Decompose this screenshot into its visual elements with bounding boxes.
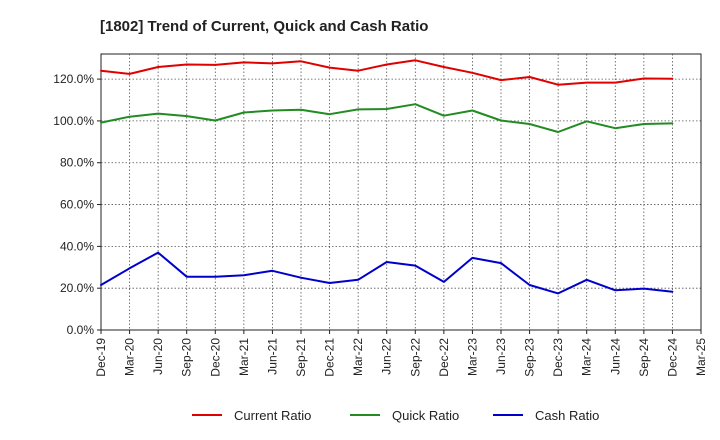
x-tick-label: Dec-21 bbox=[323, 338, 337, 377]
x-tick-label: Jun-23 bbox=[494, 338, 508, 375]
x-tick-label: Mar-20 bbox=[123, 338, 137, 376]
current-ratio-legend-label: Current Ratio bbox=[234, 408, 311, 423]
y-tick-label: 20.0% bbox=[60, 281, 94, 295]
y-tick-label: 0.0% bbox=[67, 323, 95, 337]
series-layer bbox=[100, 59, 674, 295]
grid-layer bbox=[101, 54, 701, 330]
x-tick-label: Mar-23 bbox=[465, 338, 479, 376]
quick-ratio-legend-label: Quick Ratio bbox=[392, 408, 459, 423]
current-ratio-series-line bbox=[100, 59, 674, 86]
cash-ratio-series-line bbox=[100, 251, 674, 295]
y-tick-label: 120.0% bbox=[53, 72, 94, 86]
x-tick-label: Dec-24 bbox=[665, 338, 679, 377]
x-tick-label: Sep-20 bbox=[180, 338, 194, 377]
x-tick-label: Mar-21 bbox=[237, 338, 251, 376]
x-tick-label: Jun-24 bbox=[608, 338, 622, 375]
y-tick-label: 100.0% bbox=[53, 114, 94, 128]
cash-ratio-legend-label: Cash Ratio bbox=[535, 408, 599, 423]
x-tick-label: Jun-22 bbox=[380, 338, 394, 375]
chart-title: [1802] Trend of Current, Quick and Cash … bbox=[100, 18, 428, 35]
x-tick-label: Sep-24 bbox=[637, 338, 651, 377]
x-tick-label: Dec-20 bbox=[208, 338, 222, 377]
axes-layer: 0.0% 20.0% 40.0% 60.0% 80.0% 100.0% 120.0% Dec-… bbox=[53, 53, 708, 377]
x-tick-label: Jun-21 bbox=[265, 338, 279, 375]
x-tick-label: Dec-23 bbox=[551, 338, 565, 377]
x-tick-label: Jun-20 bbox=[151, 338, 165, 375]
x-tick-label: Sep-22 bbox=[408, 338, 422, 377]
legend: Current Ratio Quick Ratio Cash Ratio bbox=[192, 408, 599, 423]
y-tick-label: 40.0% bbox=[60, 239, 94, 253]
plot-frame bbox=[100, 53, 702, 331]
x-tick-label: Mar-25 bbox=[694, 338, 708, 376]
y-tick-label: 60.0% bbox=[60, 198, 94, 212]
x-tick-label: Sep-21 bbox=[294, 338, 308, 377]
x-tick-label: Dec-19 bbox=[94, 338, 108, 377]
x-tick-label: Dec-22 bbox=[437, 338, 451, 377]
quick-ratio-series-line bbox=[100, 103, 674, 133]
x-tick-label: Sep-23 bbox=[523, 338, 537, 377]
x-tick-label: Mar-22 bbox=[351, 338, 365, 376]
x-tick-label: Mar-24 bbox=[580, 338, 594, 376]
y-tick-label: 80.0% bbox=[60, 156, 94, 170]
